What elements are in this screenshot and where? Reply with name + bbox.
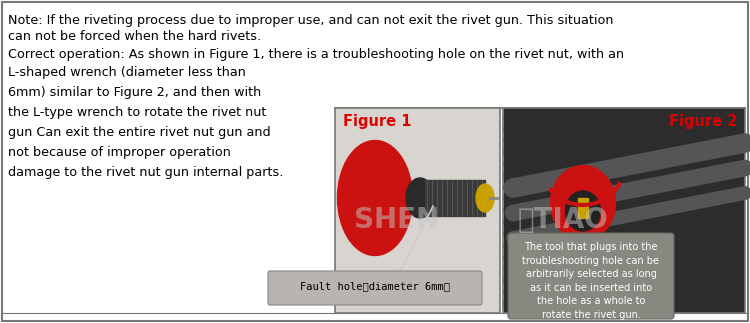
Text: gun Can exit the entire rivet nut gun and: gun Can exit the entire rivet nut gun an… (8, 126, 271, 139)
Text: Fault hole（diameter 6mm）: Fault hole（diameter 6mm） (300, 281, 450, 291)
Bar (335, 108, 500, 313)
Text: Note: If the riveting process due to improper use, and can not exit the rivet gu: Note: If the riveting process due to imp… (8, 14, 614, 27)
FancyBboxPatch shape (508, 233, 674, 319)
Text: L-shaped wrench (diameter less than: L-shaped wrench (diameter less than (8, 66, 246, 79)
Ellipse shape (338, 141, 412, 255)
Bar (425, 180, 485, 216)
Ellipse shape (406, 178, 434, 218)
Text: The tool that plugs into the
troubleshooting hole can be
arbitrarily selected as: The tool that plugs into the troubleshoo… (523, 242, 659, 320)
Text: damage to the rivet nut gun internal parts.: damage to the rivet nut gun internal par… (8, 166, 284, 179)
Ellipse shape (550, 165, 616, 241)
Ellipse shape (566, 191, 601, 231)
Text: can not be forced when the hard rivets.: can not be forced when the hard rivets. (8, 30, 261, 43)
Text: 业TIAO: 业TIAO (518, 206, 608, 234)
Text: Figure 1: Figure 1 (343, 114, 412, 129)
FancyArrowPatch shape (553, 192, 561, 200)
Text: Correct operation: As shown in Figure 1, there is a troubleshooting hole on the : Correct operation: As shown in Figure 1,… (8, 48, 624, 61)
Bar (578, 198, 588, 218)
FancyBboxPatch shape (268, 271, 482, 305)
Text: the L-type wrench to rotate the rivet nut: the L-type wrench to rotate the rivet nu… (8, 106, 266, 119)
Text: Figure 2: Figure 2 (669, 114, 737, 129)
Bar (503, 108, 745, 313)
Ellipse shape (476, 184, 494, 212)
Text: SHEN: SHEN (355, 206, 440, 234)
Text: 6mm) similar to Figure 2, and then with: 6mm) similar to Figure 2, and then with (8, 86, 261, 99)
Text: not because of improper operation: not because of improper operation (8, 146, 231, 159)
